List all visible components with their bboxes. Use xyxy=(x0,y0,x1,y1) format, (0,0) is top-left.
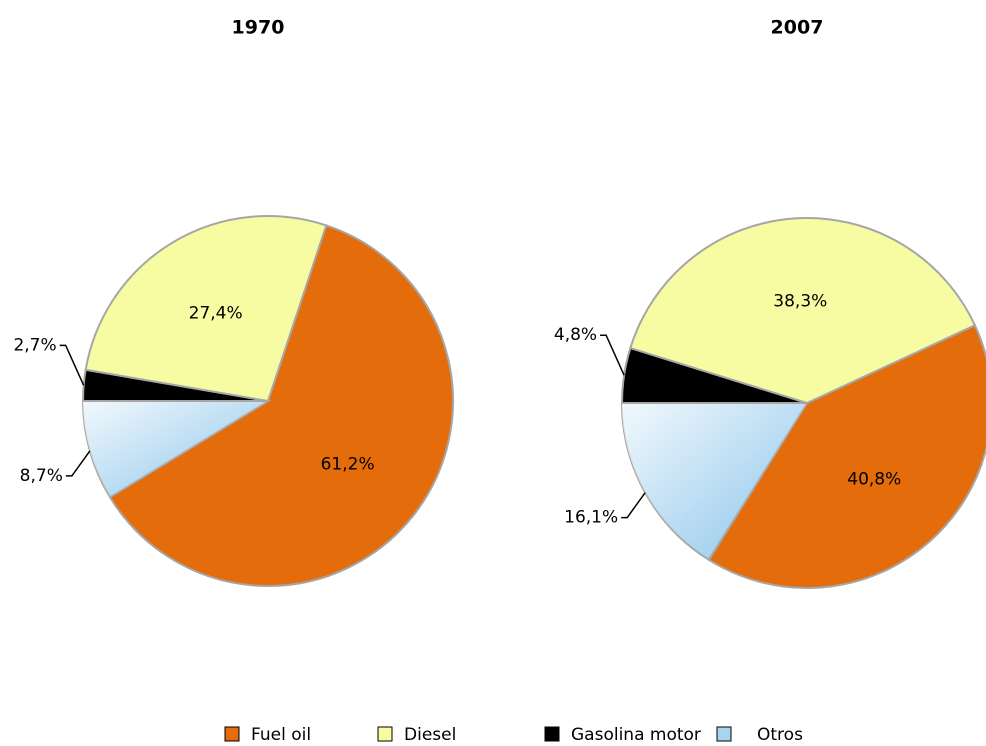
chart-title: 2007 xyxy=(771,17,824,39)
legend-label: Otros xyxy=(757,725,803,745)
value-label: 4,8% xyxy=(554,325,597,345)
slice-sheen xyxy=(83,401,268,498)
chart-title: 1970 xyxy=(232,17,285,39)
pie-slice xyxy=(707,323,986,589)
leader-line xyxy=(600,334,625,376)
leader-line xyxy=(59,344,85,386)
value-label: 2,7% xyxy=(13,335,56,355)
legend-label: Gasolina motor xyxy=(571,725,701,745)
legend-swatch xyxy=(544,726,560,742)
value-label: 16,1% xyxy=(564,508,618,528)
legend-swatch xyxy=(377,726,393,742)
pie-slice xyxy=(84,215,328,403)
value-label: 40,8% xyxy=(847,469,901,489)
legend-swatch xyxy=(224,726,240,742)
legend-label: Fuel oil xyxy=(251,725,311,745)
legend-swatch xyxy=(716,726,732,742)
value-label: 38,3% xyxy=(773,291,827,311)
value-label: 61,2% xyxy=(321,454,375,474)
value-label: 27,4% xyxy=(189,304,243,324)
legend-label: Diesel xyxy=(404,725,456,745)
slice-sheen xyxy=(622,403,807,560)
leader-line xyxy=(621,492,646,519)
pie-slice xyxy=(629,217,977,405)
pie-slice xyxy=(108,224,454,587)
leader-line xyxy=(65,450,91,477)
value-label: 8,7% xyxy=(20,466,63,486)
